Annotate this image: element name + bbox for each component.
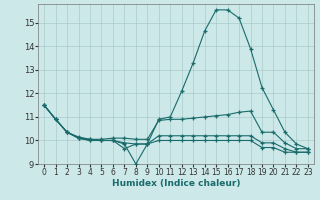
X-axis label: Humidex (Indice chaleur): Humidex (Indice chaleur): [112, 179, 240, 188]
